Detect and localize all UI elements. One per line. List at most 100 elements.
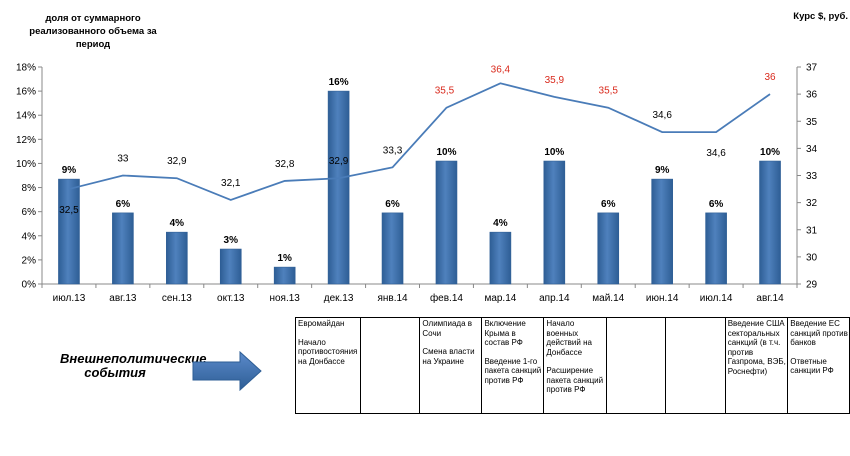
bar	[705, 212, 727, 285]
x-tick-label: сен.13	[162, 293, 192, 304]
x-tick-label: ноя.13	[269, 293, 300, 304]
event-cell: Включение Крыма в состав РФ Введение 1-го…	[481, 317, 545, 414]
right-tick-label: 31	[806, 225, 818, 236]
bar	[651, 178, 673, 285]
line-value-label: 32,8	[275, 159, 295, 170]
left-tick-label: 14%	[16, 111, 36, 122]
bar-value-label: 4%	[170, 218, 185, 229]
bar-value-label: 4%	[493, 218, 508, 229]
right-tick-label: 34	[806, 144, 818, 155]
event-cell: Введение ЕС санкций против банков Ответны…	[787, 317, 850, 414]
left-tick-label: 12%	[16, 135, 36, 146]
x-tick-label: дек.13	[324, 293, 354, 304]
bar-value-label: 6%	[385, 199, 400, 210]
right-tick-label: 33	[806, 171, 818, 182]
x-tick-label: янв.14	[377, 293, 408, 304]
bar	[759, 160, 781, 285]
line-value-label: 35,5	[599, 86, 619, 97]
bar-value-label: 6%	[709, 199, 724, 210]
bar-line-chart: 0% 2% 4% 6% 8% 10% 12% 14% 16% 18% 29 30 31 32 33 34 35 3…	[16, 63, 818, 305]
right-arrow-icon	[192, 351, 262, 391]
event-cell	[605, 317, 667, 414]
bar	[489, 231, 512, 285]
event-cell: Введение США секторальных санкций (в т.ч…	[724, 317, 789, 414]
x-tick-label: июл.13	[53, 293, 86, 304]
line-value-label: 32,9	[167, 156, 187, 167]
x-tick-label: май.14	[592, 293, 624, 304]
left-tick-label: 4%	[22, 231, 37, 242]
line-value-label: 34,6	[706, 148, 726, 159]
events-table: Евромайдан Начало противостояния на Донба…	[295, 317, 850, 414]
right-tick-label: 32	[806, 198, 818, 209]
line-value-label: 35,5	[435, 86, 455, 97]
x-tick-label: июн.14	[646, 293, 679, 304]
bar	[597, 212, 620, 285]
x-tick-label: окт.13	[217, 293, 245, 304]
bar	[58, 178, 80, 285]
x-tick-label: апр.14	[539, 293, 570, 304]
line-value-label: 34,6	[652, 110, 672, 121]
line-value-label: 32,1	[221, 178, 241, 189]
bar-value-label: 10%	[760, 147, 780, 158]
event-cell	[359, 317, 421, 414]
events-label: Внешнеполитические события	[60, 351, 207, 380]
event-text: Расширение пакета санкций против РФ	[546, 366, 604, 394]
right-tick-label: 29	[806, 280, 818, 291]
x-tick-label: авг.13	[109, 293, 137, 304]
bar	[435, 160, 458, 285]
line-value-label: 32,5	[59, 205, 79, 216]
line-value-label: 36	[764, 72, 776, 83]
event-text: Введение 1-го пакета санкций против РФ	[484, 356, 542, 385]
bar-value-label: 10%	[436, 147, 456, 158]
exchange-rate-line	[68, 82, 771, 201]
line-value-label: 35,9	[545, 75, 565, 86]
bar-value-label: 3%	[224, 235, 239, 246]
right-tick-label: 30	[806, 252, 818, 263]
event-text: Олимпиада в Сочи	[422, 319, 473, 338]
line-value-label: 33	[117, 154, 129, 165]
bar	[543, 160, 566, 285]
event-text: Ответные санкции РФ	[790, 356, 834, 376]
left-tick-label: 18%	[16, 63, 36, 74]
line-value-label: 33,3	[383, 145, 403, 156]
bar-value-label: 9%	[655, 165, 670, 176]
right-axis-title: Курс $, руб.	[793, 11, 848, 22]
left-tick-label: 6%	[22, 207, 37, 218]
bar	[273, 266, 296, 285]
x-tick-label: авг.14	[756, 293, 784, 304]
bar-value-label: 1%	[277, 253, 292, 264]
x-tick-label: июл.14	[700, 293, 733, 304]
bar	[381, 212, 404, 285]
event-text: Начало противостояния на Донбассе	[298, 337, 358, 366]
events-row: Евромайдан Начало противостояния на Донба…	[295, 317, 850, 414]
bar-value-label: 6%	[116, 199, 131, 210]
event-text: Включение Крыма в состав РФ	[484, 319, 526, 347]
left-tick-label: 2%	[22, 255, 37, 266]
event-text: Евромайдан	[298, 319, 345, 328]
left-tick-label: 16%	[16, 87, 36, 98]
bar	[219, 248, 242, 285]
bar-value-label: 16%	[329, 77, 349, 88]
left-tick-label: 0%	[22, 280, 37, 291]
event-cell: Евромайдан Начало противостояния на Донба…	[295, 317, 361, 414]
left-tick-label: 10%	[16, 159, 36, 170]
event-text: Смена власти на Украине	[422, 347, 475, 366]
line-value-label: 36,4	[491, 64, 511, 75]
line-value-label: 32,9	[329, 156, 349, 167]
right-tick-label: 36	[806, 90, 818, 101]
event-cell	[665, 317, 726, 414]
bar-value-label: 6%	[601, 199, 616, 210]
event-cell: Начало военных действий на Донбассе Расши…	[543, 317, 607, 414]
bar	[327, 90, 350, 285]
event-text: Введение США секторальных санкций (в т.ч…	[727, 319, 786, 376]
left-axis-title: доля от суммарного реализованного объема…	[29, 13, 157, 50]
x-tick-label: мар.14	[484, 293, 516, 304]
bar	[112, 212, 134, 285]
event-text: Введение ЕС санкций против банков	[790, 319, 848, 347]
event-text: Начало военных действий на Донбассе	[546, 319, 592, 357]
left-tick-label: 8%	[22, 183, 37, 194]
event-cell: Олимпиада в Сочи Смена власти на Украине	[419, 317, 483, 414]
x-tick-label: фев.14	[430, 292, 463, 304]
right-tick-label: 35	[806, 117, 818, 128]
bar	[166, 231, 188, 285]
